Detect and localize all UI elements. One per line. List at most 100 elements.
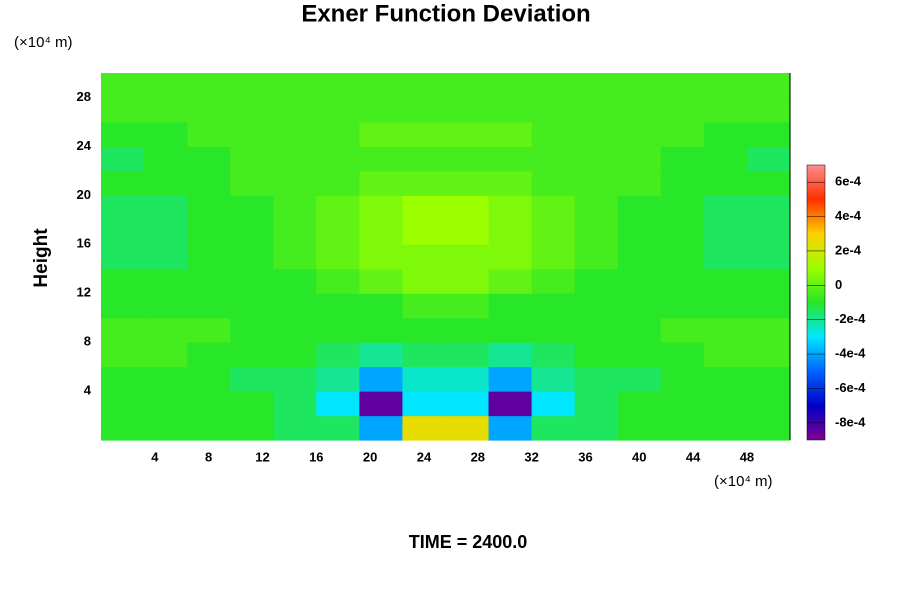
cell	[445, 268, 490, 294]
cell	[144, 415, 188, 441]
cell	[703, 342, 748, 368]
cell	[617, 170, 662, 196]
cell	[402, 366, 447, 392]
cell	[660, 415, 705, 441]
cell	[445, 391, 490, 417]
cell	[660, 342, 705, 368]
cell	[703, 146, 748, 172]
x-tick-label: 32	[524, 449, 538, 464]
cell	[488, 415, 533, 441]
cell	[445, 342, 490, 368]
cell	[316, 342, 360, 368]
cell	[488, 244, 533, 270]
cell	[316, 73, 360, 99]
cell	[316, 97, 360, 123]
cell	[445, 415, 490, 441]
cell	[230, 195, 274, 221]
colorbar-tick-label: 4e-4	[835, 208, 862, 223]
cell	[746, 268, 791, 294]
cell	[273, 244, 317, 270]
cell	[359, 73, 404, 99]
cell	[746, 73, 791, 99]
cell	[101, 73, 145, 99]
cell	[617, 73, 662, 99]
cell	[574, 293, 619, 319]
cell	[617, 293, 662, 319]
cell	[703, 391, 748, 417]
cell	[230, 244, 274, 270]
cell	[703, 366, 748, 392]
x-tick-label: 44	[686, 449, 701, 464]
cell	[187, 293, 231, 319]
cell	[445, 121, 490, 147]
cell	[230, 268, 274, 294]
cell	[144, 366, 188, 392]
x-unit: (×10⁴ m)	[714, 473, 773, 490]
cell	[660, 195, 705, 221]
cell	[531, 97, 576, 123]
cell	[445, 366, 490, 392]
cell	[316, 391, 360, 417]
cell	[359, 342, 404, 368]
cell	[617, 146, 662, 172]
cell	[402, 170, 447, 196]
cell	[402, 219, 447, 245]
cell	[359, 391, 404, 417]
cell	[574, 317, 619, 343]
cell	[531, 415, 576, 441]
cell	[144, 219, 188, 245]
cell	[187, 391, 231, 417]
cell	[531, 121, 576, 147]
cell	[273, 121, 317, 147]
cell	[316, 121, 360, 147]
cell	[531, 317, 576, 343]
cell	[703, 415, 748, 441]
colorbar	[806, 164, 826, 441]
cell	[746, 219, 791, 245]
cell	[402, 293, 447, 319]
cell	[230, 317, 274, 343]
cell	[488, 317, 533, 343]
colorbar-tick-label: 0	[835, 277, 842, 292]
cell	[531, 195, 576, 221]
cell	[101, 391, 145, 417]
footer: TIME = 2400.0	[409, 532, 528, 552]
cell	[660, 293, 705, 319]
cell	[273, 317, 317, 343]
cell	[101, 195, 145, 221]
cell	[531, 244, 576, 270]
cell	[230, 73, 274, 99]
cell	[488, 342, 533, 368]
cell	[488, 391, 533, 417]
cell	[402, 73, 447, 99]
cell	[617, 317, 662, 343]
cell	[316, 268, 360, 294]
cell	[187, 268, 231, 294]
cell	[187, 195, 231, 221]
cell	[144, 73, 188, 99]
cell	[144, 170, 188, 196]
cell	[273, 293, 317, 319]
y-tick-label: 20	[77, 187, 91, 202]
cell	[531, 219, 576, 245]
x-tick-label: 40	[632, 449, 646, 464]
cell	[273, 170, 317, 196]
x-tick-label: 36	[578, 449, 592, 464]
cell	[144, 121, 188, 147]
cell	[617, 244, 662, 270]
cell	[101, 219, 145, 245]
cell	[703, 73, 748, 99]
cell	[144, 195, 188, 221]
cell	[101, 244, 145, 270]
cell	[574, 97, 619, 123]
cell	[660, 244, 705, 270]
colorbar-tick-label: -2e-4	[835, 311, 866, 326]
cell	[359, 97, 404, 123]
y-axis-label: Height	[31, 228, 52, 288]
cell	[187, 415, 231, 441]
cell	[359, 415, 404, 441]
cell	[187, 342, 231, 368]
cell	[703, 293, 748, 319]
cell	[746, 415, 791, 441]
